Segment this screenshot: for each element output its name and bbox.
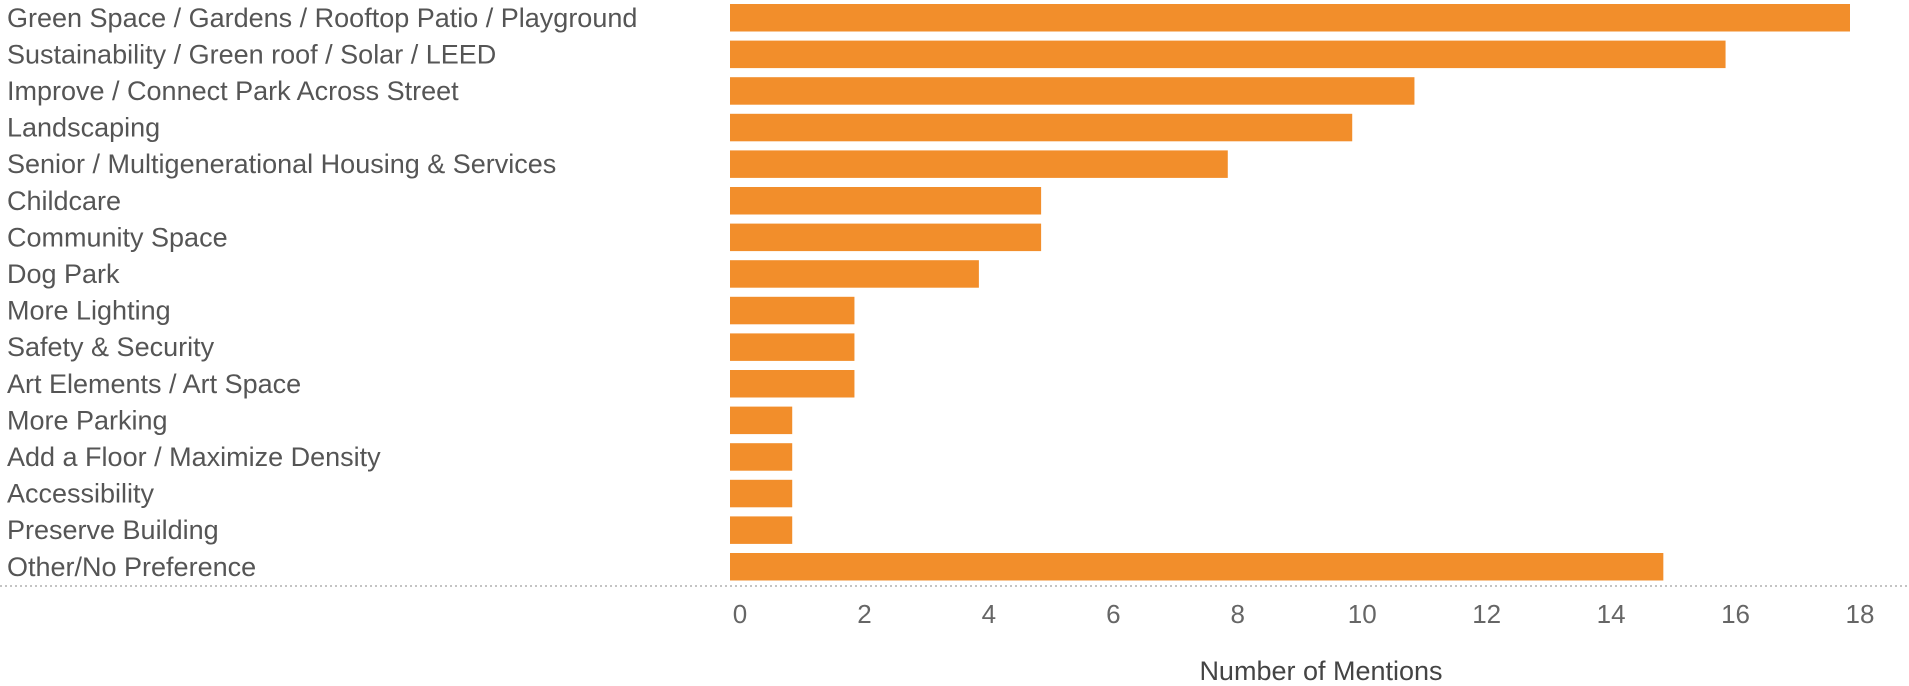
category-label: More Lighting — [7, 296, 171, 326]
category-label: Other/No Preference — [7, 552, 256, 582]
category-label: Senior / Multigenerational Housing & Ser… — [7, 149, 556, 179]
bar — [730, 406, 793, 435]
category-label: Green Space / Gardens / Rooftop Patio / … — [7, 3, 637, 33]
bars-group — [730, 4, 1850, 581]
category-label: Community Space — [7, 222, 228, 252]
bar — [730, 40, 1726, 69]
category-label: Safety & Security — [7, 332, 215, 362]
x-axis-title: Number of Mentions — [1199, 656, 1442, 686]
x-tick-label: 14 — [1597, 599, 1626, 629]
x-tick-label: 8 — [1231, 599, 1245, 629]
bar — [730, 223, 1042, 252]
x-tick-labels-group: 0 2 4 6 8 10 12 14 16 18 — [733, 599, 1875, 629]
bar — [730, 479, 793, 508]
bar — [730, 553, 1664, 581]
category-label: Art Elements / Art Space — [7, 369, 301, 399]
bar — [730, 260, 979, 288]
category-label: Landscaping — [7, 113, 160, 143]
x-tick-label: 4 — [982, 599, 996, 629]
x-tick-label: 10 — [1348, 599, 1377, 629]
bar — [730, 443, 793, 471]
category-label: Childcare — [7, 186, 121, 216]
x-tick-label: 6 — [1106, 599, 1120, 629]
bar — [730, 370, 855, 398]
category-label: More Parking — [7, 405, 168, 435]
x-tick-label: 16 — [1721, 599, 1750, 629]
bar — [730, 4, 1850, 32]
bar — [730, 516, 793, 544]
category-labels-group: Green Space / Gardens / Rooftop Patio / … — [7, 3, 637, 582]
category-label: Add a Floor / Maximize Density — [7, 442, 381, 472]
x-tick-label: 2 — [857, 599, 871, 629]
category-label: Sustainability / Green roof / Solar / LE… — [7, 39, 496, 69]
bar — [730, 333, 855, 361]
category-label: Improve / Connect Park Across Street — [7, 76, 459, 106]
category-label: Preserve Building — [7, 515, 219, 545]
category-label: Accessibility — [7, 479, 155, 509]
category-label: Dog Park — [7, 259, 120, 289]
x-tick-label: 12 — [1472, 599, 1501, 629]
bar — [730, 150, 1228, 178]
x-tick-label: 18 — [1846, 599, 1875, 629]
bar — [730, 77, 1415, 105]
bar — [730, 113, 1353, 142]
bar — [730, 187, 1042, 215]
x-tick-label: 0 — [733, 599, 747, 629]
bar — [730, 296, 855, 325]
